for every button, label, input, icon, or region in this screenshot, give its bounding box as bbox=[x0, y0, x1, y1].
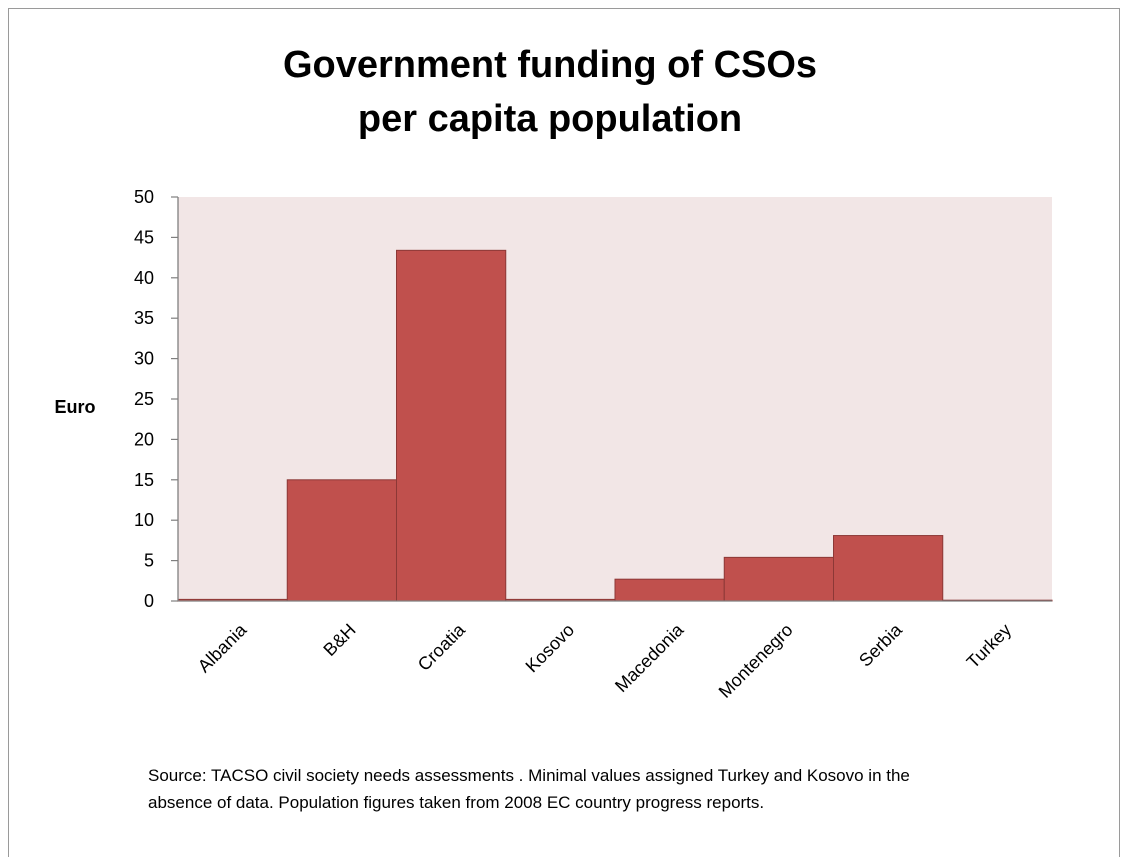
y-tick-label: 15 bbox=[134, 470, 154, 490]
y-tick-label: 0 bbox=[144, 591, 154, 611]
y-tick-label: 5 bbox=[144, 551, 154, 571]
chart-title-line-1: Government funding of CSOs bbox=[282, 44, 818, 86]
chart-frame bbox=[8, 8, 1120, 857]
bar-croatia bbox=[396, 249, 507, 602]
x-tick-label: Montenegro bbox=[715, 620, 797, 702]
chart-title: Government funding of CSOs per capita po… bbox=[180, 38, 920, 146]
x-tick-label: Croatia bbox=[414, 619, 470, 675]
y-axis-label: Euro bbox=[54, 397, 95, 417]
x-tick-label: Serbia bbox=[855, 619, 907, 671]
source-note: Source: TACSO civil society needs assess… bbox=[148, 762, 1108, 816]
source-note-line-2: absence of data. Population figures take… bbox=[148, 793, 765, 812]
bar-serbia bbox=[833, 535, 944, 602]
y-tick-label: 45 bbox=[134, 227, 154, 247]
bar-macedonia bbox=[614, 578, 725, 602]
y-tick-label: 35 bbox=[134, 308, 154, 328]
y-tick-label: 50 bbox=[134, 187, 154, 207]
bar-montenegro bbox=[723, 556, 834, 602]
x-tick-label: Turkey bbox=[963, 620, 1016, 673]
y-tick-label: 30 bbox=[134, 349, 154, 369]
y-axis-ticks: 0 5 10 15 20 25 30 35 40 45 50 bbox=[134, 187, 178, 611]
x-axis-labels: Albania B&H Croatia Kosovo Macedonia Monteneg… bbox=[194, 619, 1015, 702]
y-tick-label: 40 bbox=[134, 268, 154, 288]
bar-b-h bbox=[286, 479, 397, 602]
x-tick-label: Albania bbox=[194, 619, 251, 676]
bars bbox=[177, 249, 1053, 602]
chart-title-line-2: per capita population bbox=[357, 98, 743, 140]
x-tick-label: B&H bbox=[319, 620, 359, 660]
y-tick-label: 10 bbox=[134, 510, 154, 530]
x-tick-label: Macedonia bbox=[611, 619, 688, 696]
x-tick-label: Kosovo bbox=[522, 620, 579, 677]
y-tick-label: 25 bbox=[134, 389, 154, 409]
source-note-line-1: Source: TACSO civil society needs assess… bbox=[148, 766, 910, 785]
y-tick-label: 20 bbox=[134, 429, 154, 449]
